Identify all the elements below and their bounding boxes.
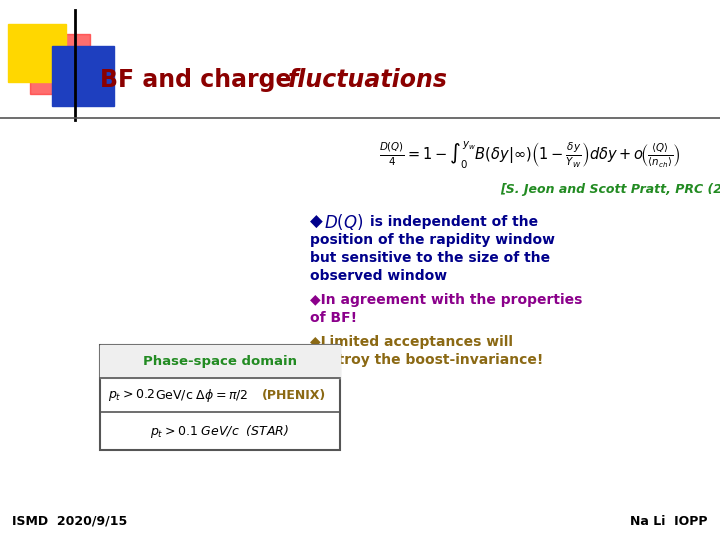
Bar (100, 345, 340, 450)
Text: GeV/c $\Delta\phi = \pi/2$: GeV/c $\Delta\phi = \pi/2$ (155, 387, 248, 403)
Text: but sensitive to the size of the: but sensitive to the size of the (310, 251, 550, 265)
Text: $\frac{D(Q)}{4} = 1 - \int_0^{y_w} B(\delta y|\infty)\left(1-\frac{\delta y}{Y_W: $\frac{D(Q)}{4} = 1 - \int_0^{y_w} B(\de… (379, 139, 681, 171)
Text: ◆In agreement with the properties: ◆In agreement with the properties (310, 293, 582, 307)
Bar (30, 34, 90, 94)
Text: ◆: ◆ (310, 213, 323, 231)
Text: (PHENIX): (PHENIX) (262, 388, 326, 402)
Text: Na Li  IOPP: Na Li IOPP (631, 515, 708, 528)
Bar (52, 46, 114, 106)
Bar (100, 345, 340, 378)
Text: BF and charge: BF and charge (100, 68, 300, 92)
Text: fluctuations: fluctuations (288, 68, 448, 92)
Text: [S. Jeon and Scott Pratt, PRC (2002) ]: [S. Jeon and Scott Pratt, PRC (2002) ] (500, 184, 720, 197)
Text: position of the rapidity window: position of the rapidity window (310, 233, 555, 247)
Text: observed window: observed window (310, 269, 447, 283)
Text: $p_t > 0.1$ GeV/c  (STAR): $p_t > 0.1$ GeV/c (STAR) (150, 422, 289, 440)
Text: destroy the boost-invariance!: destroy the boost-invariance! (310, 353, 544, 367)
Bar (8, 24, 66, 82)
Text: $D(Q)$: $D(Q)$ (324, 212, 364, 232)
Text: ISMD  2020/9/15: ISMD 2020/9/15 (12, 515, 127, 528)
Text: ◆Limited acceptances will: ◆Limited acceptances will (310, 335, 513, 349)
Text: is independent of the: is independent of the (370, 215, 538, 229)
Text: $p_t > 0.2$: $p_t > 0.2$ (108, 387, 155, 403)
Text: of BF!: of BF! (310, 311, 357, 325)
Text: Phase-space domain: Phase-space domain (143, 355, 297, 368)
